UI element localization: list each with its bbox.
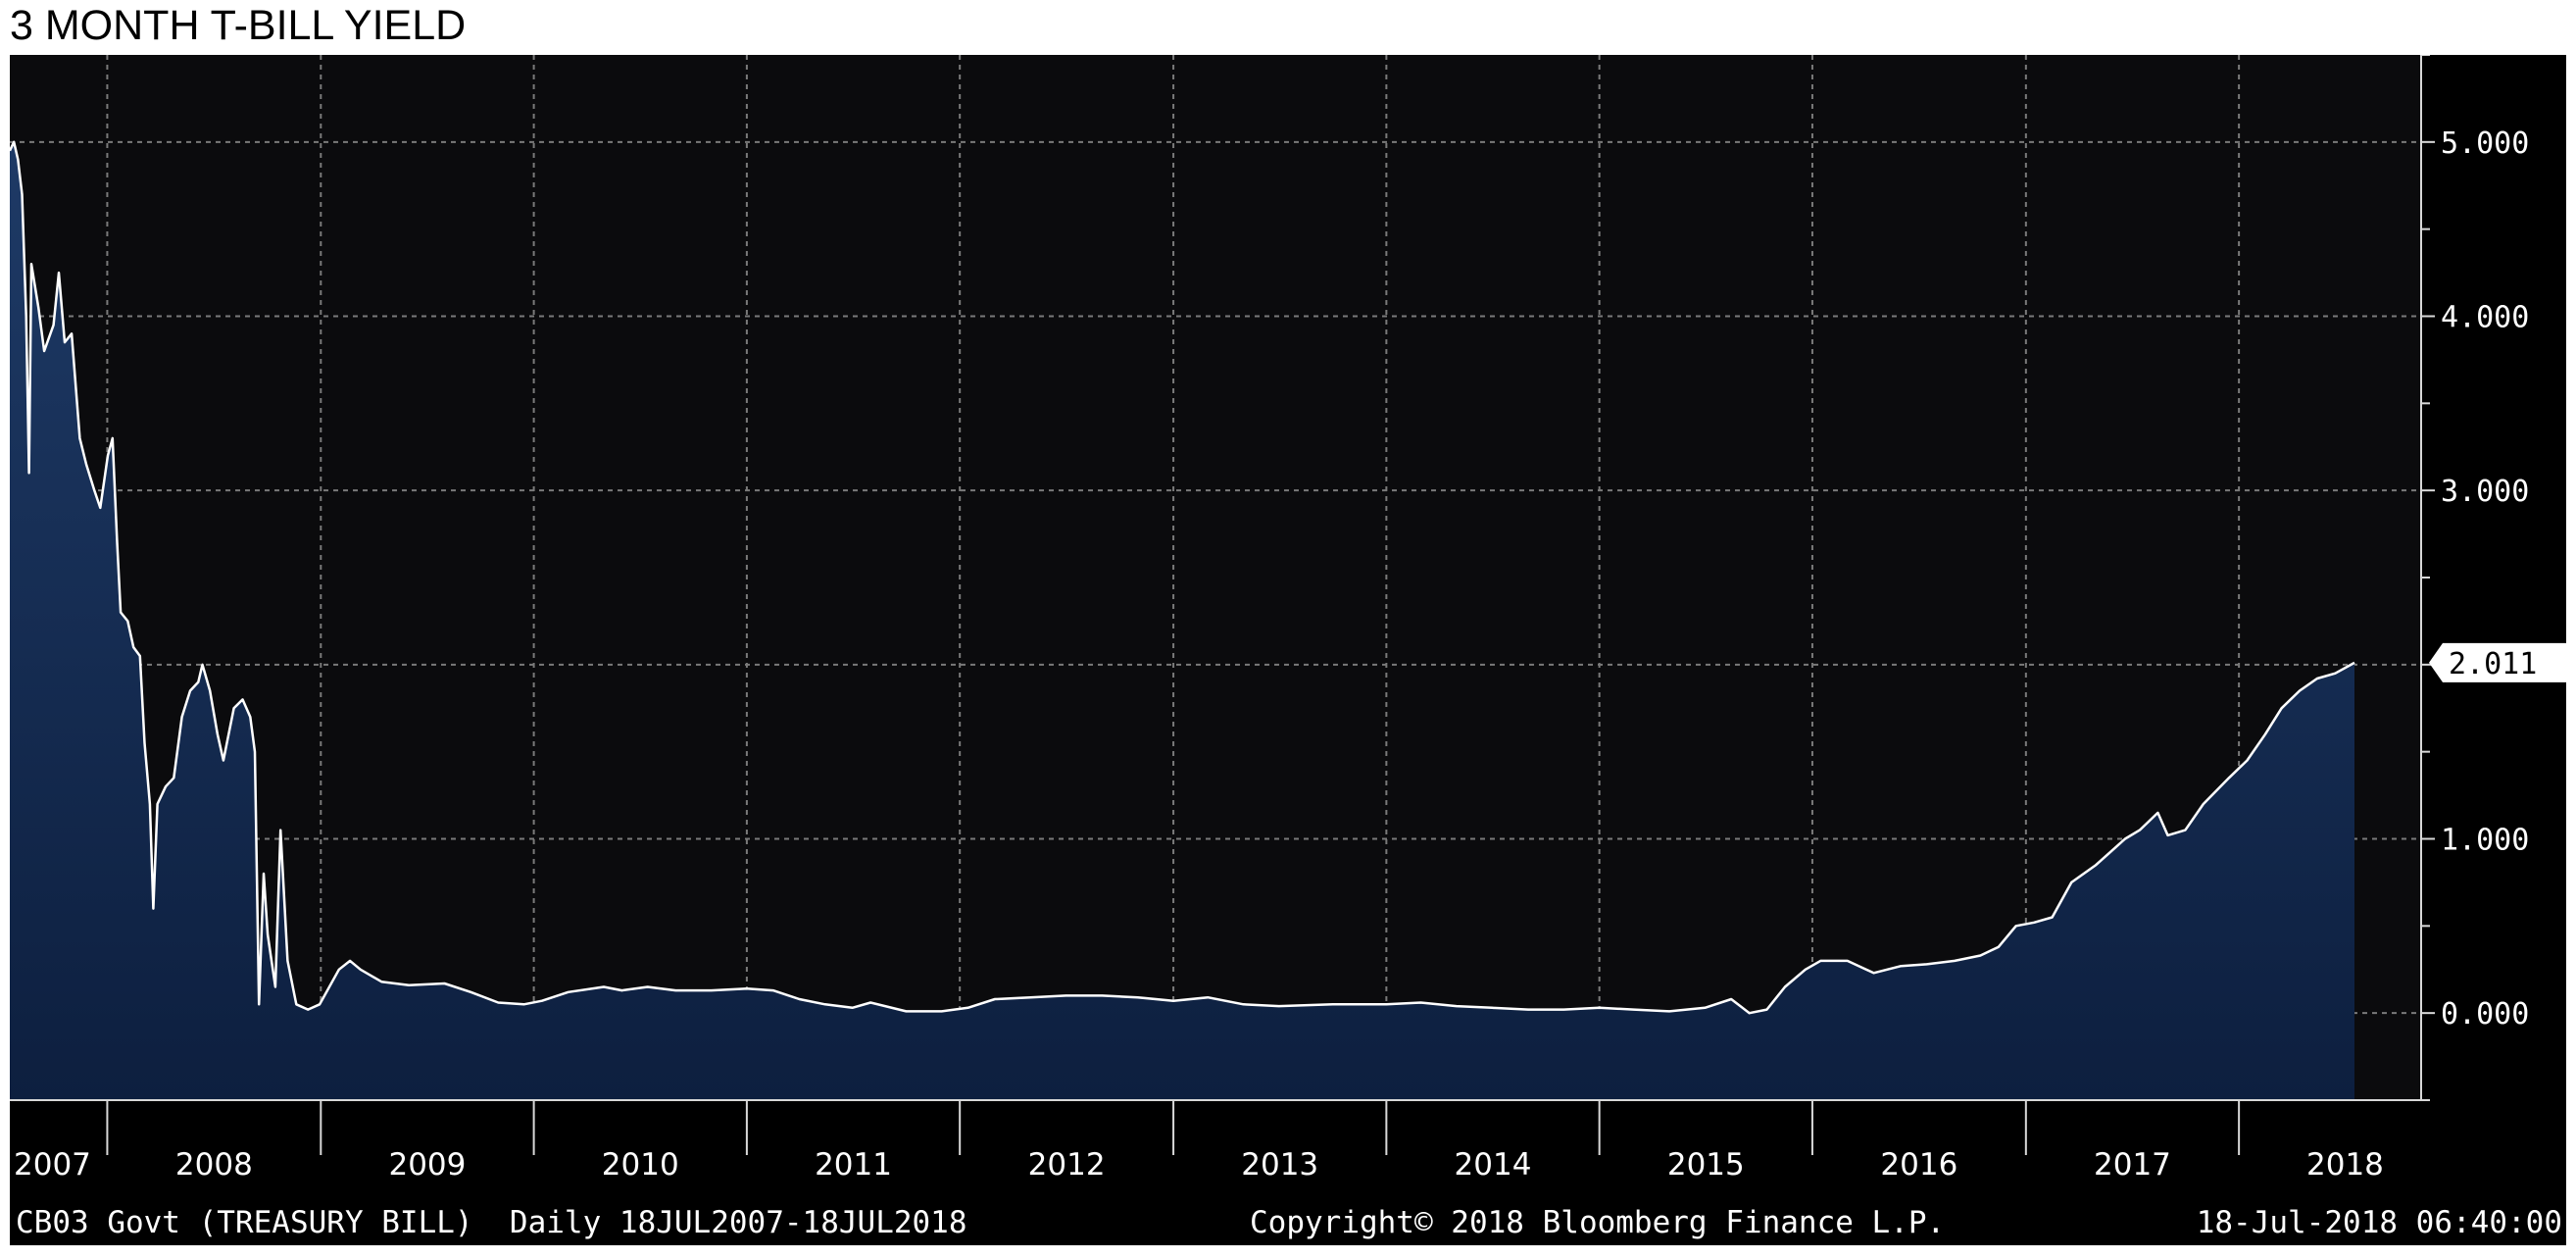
chart-plot: 5.0004.0003.0002.0001.0000.0002.01120072… xyxy=(10,55,2566,1204)
x-tick-label: 2016 xyxy=(1880,1147,1957,1183)
y-tick-label: 4.000 xyxy=(2441,301,2529,335)
series-line xyxy=(10,140,2355,1015)
x-tick-label: 2011 xyxy=(815,1147,892,1183)
footer-range: Daily 18JUL2007-18JUL2018 xyxy=(509,1205,967,1240)
footer-security: CB03 Govt (TREASURY BILL) xyxy=(16,1205,473,1240)
x-tick-label: 2008 xyxy=(175,1147,253,1183)
x-tick-label: 2015 xyxy=(1667,1147,1745,1183)
last-value-label: 2.011 xyxy=(2449,647,2537,681)
chart-title: 3 MONTH T-BILL YIELD xyxy=(10,2,467,49)
x-tick-label: 2010 xyxy=(602,1147,679,1183)
chart-frame: 5.0004.0003.0002.0001.0000.0002.01120072… xyxy=(10,55,2566,1245)
footer-timestamp: 18-Jul-2018 06:40:00 xyxy=(2196,1205,2562,1240)
y-tick-label: 5.000 xyxy=(2441,126,2529,161)
x-axis-bar xyxy=(10,1102,2566,1204)
y-tick-label: 3.000 xyxy=(2441,475,2529,509)
y-tick-label: 0.000 xyxy=(2441,997,2529,1032)
footer-security-label: CB03 Govt (TREASURY BILL) Daily 18JUL200… xyxy=(16,1204,967,1241)
x-tick-label: 2007 xyxy=(14,1147,91,1183)
series-area xyxy=(10,141,2354,1101)
footer-copyright: Copyright© 2018 Bloomberg Finance L.P. xyxy=(1250,1205,1946,1240)
y-tick-label: 1.000 xyxy=(2441,824,2529,858)
x-tick-label: 2018 xyxy=(2306,1147,2384,1183)
x-tick-label: 2013 xyxy=(1241,1147,1318,1183)
x-tick-label: 2014 xyxy=(1455,1147,1532,1183)
x-tick-label: 2009 xyxy=(388,1147,466,1183)
last-value-badge xyxy=(2429,642,2566,682)
x-tick-label: 2017 xyxy=(2094,1147,2171,1183)
x-tick-label: 2012 xyxy=(1028,1147,1106,1183)
